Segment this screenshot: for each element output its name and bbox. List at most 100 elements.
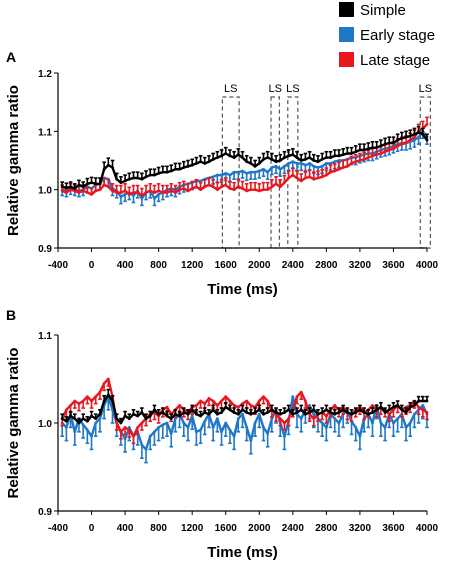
y-axis-title: Relative gamma ratio: [5, 85, 22, 236]
data-point-late-stage: [354, 160, 358, 164]
data-point-simple: [257, 408, 261, 412]
data-point-early-stage: [220, 430, 223, 434]
data-point-simple: [190, 163, 194, 167]
data-point-late-stage: [262, 395, 265, 398]
data-point-late-stage: [98, 390, 102, 394]
data-point-simple: [329, 156, 332, 159]
data-point-late-stage: [266, 188, 270, 192]
data-point-late-stage: [199, 188, 202, 192]
data-point-late-stage: [375, 153, 379, 157]
data-point-simple: [320, 157, 324, 161]
data-point-simple: [270, 408, 274, 412]
data-point-early-stage: [299, 162, 303, 165]
data-point-late-stage: [115, 421, 119, 425]
data-point-simple: [392, 141, 395, 145]
x-tick-label: 2000: [248, 523, 271, 534]
data-point-simple: [417, 399, 421, 403]
data-point-late-stage: [366, 156, 370, 159]
data-point-late-stage: [324, 173, 328, 177]
legend-label-early-stage: Early stage: [360, 27, 435, 44]
data-point-early-stage: [169, 432, 173, 435]
data-point-simple: [169, 169, 173, 173]
data-point-late-stage: [295, 395, 299, 398]
data-point-early-stage: [354, 426, 358, 429]
data-point-late-stage: [253, 188, 257, 192]
data-point-late-stage: [203, 402, 207, 406]
data-point-simple: [421, 399, 425, 403]
data-point-late-stage: [132, 434, 135, 438]
y-tick-label: 1.1: [38, 127, 52, 138]
data-point-late-stage: [186, 189, 190, 193]
data-point-early-stage: [392, 421, 395, 425]
data-point-late-stage: [392, 147, 395, 151]
data-point-simple: [299, 408, 303, 412]
x-axis-title: Time (ms): [207, 281, 278, 298]
data-point-late-stage: [362, 157, 366, 161]
data-point-simple: [350, 412, 353, 416]
data-point-late-stage: [287, 176, 291, 180]
data-point-early-stage: [308, 162, 311, 165]
data-point-simple: [182, 166, 186, 169]
data-point-late-stage: [207, 183, 211, 187]
data-point-simple: [408, 405, 412, 409]
data-point-late-stage: [148, 189, 152, 193]
data-point-late-stage: [371, 404, 374, 407]
ls-label-1: LS: [224, 83, 237, 95]
data-point-late-stage: [161, 191, 165, 194]
x-tick-label: 800: [150, 260, 167, 271]
x-tick-label: 3200: [349, 523, 372, 534]
data-point-simple: [148, 173, 152, 177]
legend-label-late-stage: Late stage: [360, 52, 430, 69]
data-point-early-stage: [383, 426, 387, 429]
data-point-simple: [140, 177, 144, 181]
data-point-late-stage: [132, 191, 135, 194]
data-point-simple: [186, 412, 190, 416]
data-point-simple: [115, 417, 119, 420]
data-point-late-stage: [295, 176, 299, 180]
data-point-late-stage: [312, 177, 316, 181]
legend-swatch-early-stage: [339, 27, 354, 42]
data-point-simple: [106, 163, 110, 167]
data-point-late-stage: [228, 399, 232, 403]
data-point-simple: [383, 411, 387, 414]
data-point-simple: [408, 134, 412, 138]
data-point-late-stage: [329, 170, 332, 174]
data-point-simple: [232, 411, 236, 414]
data-point-simple: [287, 408, 291, 412]
data-point-early-stage: [320, 164, 324, 168]
data-point-early-stage: [299, 417, 303, 420]
data-point-simple: [203, 162, 207, 165]
data-point-simple: [85, 182, 89, 186]
data-point-simple: [303, 157, 307, 161]
data-point-late-stage: [387, 412, 391, 416]
y-tick-label: 0.9: [38, 507, 52, 518]
data-point-early-stage: [81, 423, 85, 427]
data-point-late-stage: [236, 185, 240, 189]
data-point-simple: [211, 408, 215, 412]
data-point-late-stage: [236, 405, 240, 409]
data-point-simple: [98, 412, 102, 416]
data-point-early-stage: [320, 421, 324, 425]
data-point-late-stage: [400, 142, 404, 146]
data-point-late-stage: [115, 191, 119, 194]
data-point-late-stage: [241, 187, 244, 190]
panel-label: B: [6, 307, 16, 323]
data-point-simple: [413, 404, 416, 407]
data-point-late-stage: [111, 189, 114, 193]
data-point-simple: [257, 162, 261, 165]
data-point-late-stage: [245, 399, 249, 403]
data-point-late-stage: [350, 162, 353, 165]
data-point-simple: [333, 412, 337, 416]
data-point-early-stage: [123, 437, 127, 441]
data-point-late-stage: [102, 183, 106, 187]
data-point-simple: [127, 417, 131, 420]
data-point-simple: [199, 414, 202, 418]
data-point-late-stage: [119, 191, 123, 194]
data-point-late-stage: [316, 176, 320, 180]
series-line-late-stage: [61, 123, 428, 197]
data-point-early-stage: [358, 434, 362, 438]
data-point-early-stage: [245, 171, 249, 175]
series-line-early-stage: [61, 130, 428, 200]
data-point-late-stage: [220, 399, 223, 403]
data-point-simple: [77, 421, 81, 425]
